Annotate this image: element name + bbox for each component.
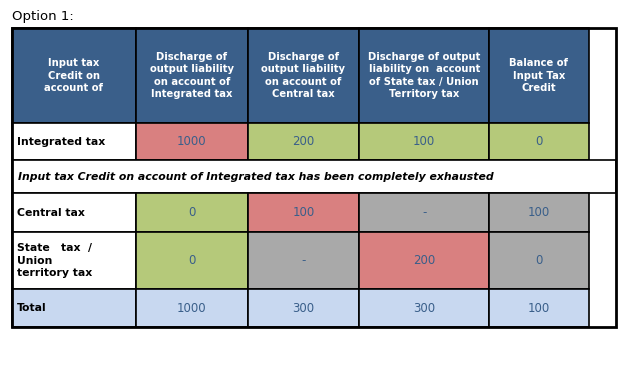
Bar xyxy=(136,28,247,123)
Text: 0: 0 xyxy=(535,135,543,148)
Bar xyxy=(489,289,589,327)
Text: Discharge of
output liability
on account of
Central tax: Discharge of output liability on account… xyxy=(261,52,345,99)
Bar xyxy=(12,193,136,232)
Text: 100: 100 xyxy=(528,206,550,219)
Bar xyxy=(359,123,489,160)
Bar xyxy=(12,123,136,160)
Bar xyxy=(359,232,489,289)
Text: 300: 300 xyxy=(413,301,435,314)
Bar xyxy=(12,289,136,327)
Text: 1000: 1000 xyxy=(177,301,207,314)
Text: Integrated tax: Integrated tax xyxy=(17,136,106,147)
Text: Discharge of
output liability
on account of
Integrated tax: Discharge of output liability on account… xyxy=(149,52,234,99)
Text: 0: 0 xyxy=(188,206,195,219)
Text: Discharge of output
liability on  account
of State tax / Union
Territory tax: Discharge of output liability on account… xyxy=(368,52,480,99)
Text: Option 1:: Option 1: xyxy=(12,10,73,23)
Bar xyxy=(136,123,247,160)
Bar xyxy=(359,289,489,327)
Text: Balance of
Input Tax
Credit: Balance of Input Tax Credit xyxy=(509,58,568,93)
Bar xyxy=(136,232,247,289)
Text: 1000: 1000 xyxy=(177,135,207,148)
Text: 100: 100 xyxy=(528,301,550,314)
Bar xyxy=(489,123,589,160)
Text: Total: Total xyxy=(17,303,46,313)
Text: 100: 100 xyxy=(292,206,315,219)
Text: State   tax  /
Union
territory tax: State tax / Union territory tax xyxy=(17,243,92,278)
Bar xyxy=(12,160,616,193)
Bar xyxy=(489,232,589,289)
Bar xyxy=(489,28,589,123)
Bar xyxy=(489,193,589,232)
Bar xyxy=(247,28,359,123)
Text: 200: 200 xyxy=(413,254,435,267)
Text: -: - xyxy=(301,254,306,267)
Bar xyxy=(12,28,136,123)
Bar xyxy=(247,193,359,232)
Bar xyxy=(136,289,247,327)
Text: 200: 200 xyxy=(292,135,315,148)
Bar xyxy=(12,28,616,327)
Text: 0: 0 xyxy=(535,254,543,267)
Text: 300: 300 xyxy=(293,301,315,314)
Bar xyxy=(359,28,489,123)
Text: Central tax: Central tax xyxy=(17,207,85,218)
Bar xyxy=(12,232,136,289)
Text: 0: 0 xyxy=(188,254,195,267)
Bar xyxy=(247,123,359,160)
Text: Input tax
Credit on
account of: Input tax Credit on account of xyxy=(45,58,104,93)
Bar xyxy=(247,232,359,289)
Bar xyxy=(359,193,489,232)
Text: Input tax Credit on account of Integrated tax has been completely exhausted: Input tax Credit on account of Integrate… xyxy=(18,172,494,181)
Bar xyxy=(136,193,247,232)
Text: 100: 100 xyxy=(413,135,435,148)
Bar xyxy=(247,289,359,327)
Text: -: - xyxy=(422,206,426,219)
